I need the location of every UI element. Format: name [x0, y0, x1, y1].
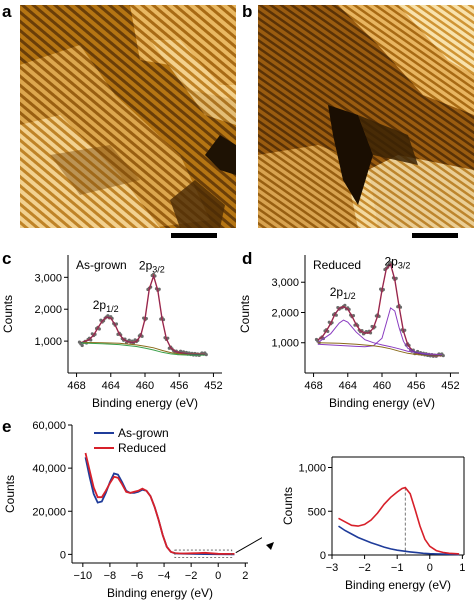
- inset-series-line-reduced: [338, 486, 460, 555]
- y-tick-label: 40,000: [32, 463, 66, 475]
- stm-image-b: [258, 5, 474, 228]
- x-tick-label: 0: [215, 570, 221, 582]
- xps-chart-d: 468 464 460 456 452 1,000 2,000 3,000 Binding en…: [238, 255, 460, 410]
- scale-bar-b: [412, 233, 458, 238]
- fit-curve-component: [317, 319, 442, 356]
- data-point: [314, 337, 319, 342]
- data-point: [90, 332, 94, 336]
- x-tick-label: 468: [67, 380, 85, 392]
- x-tick-label: 456: [170, 380, 188, 392]
- x-tick-label: −10: [73, 570, 92, 582]
- series-line-reduced: [84, 452, 235, 555]
- x-tick-label: 464: [339, 380, 357, 392]
- x-tick-label: −2: [358, 562, 371, 574]
- y-tick-label: 2,000: [271, 307, 299, 319]
- x-axis-label: Binding energy (eV): [92, 396, 198, 410]
- sample-annotation: As-grown: [76, 258, 127, 272]
- fit-curve-envelope: [317, 263, 442, 357]
- valence-inset-chart-e: −3 −2 −1 0 1 0 500 1,000 Binding energy (eV) Coun…: [266, 456, 465, 592]
- y-tick-label: 0: [320, 550, 326, 562]
- series-line-as-grown: [84, 457, 235, 556]
- x-tick-label: −8: [104, 570, 117, 582]
- x-tick-label: 2: [242, 570, 248, 582]
- sample-annotation: Reduced: [313, 258, 361, 272]
- x-tick-label: 452: [441, 380, 459, 392]
- zoom-arrow-head: [266, 542, 274, 550]
- scale-bar-a: [171, 233, 217, 238]
- data-point: [370, 324, 374, 329]
- y-axis-label: Counts: [3, 475, 17, 513]
- panel-label-b: b: [242, 2, 253, 21]
- y-tick-label: 1,000: [34, 336, 62, 348]
- fit-curve-background2: [80, 342, 205, 356]
- fit-envelope-overlay: [80, 274, 205, 355]
- peak-label: 2p3/2: [384, 255, 410, 271]
- x-axis-label: Binding energy (eV): [107, 586, 213, 600]
- y-tick-label: 2,000: [34, 304, 62, 316]
- x-tick-label: −6: [131, 570, 144, 582]
- x-axis-label: Binding energy (eV): [329, 396, 435, 410]
- y-tick-label: 1,000: [298, 463, 326, 475]
- data-point: [77, 340, 82, 344]
- panel-label-e: e: [2, 417, 12, 436]
- x-tick-label: 452: [204, 380, 222, 392]
- y-tick-label: 0: [60, 549, 66, 561]
- data-point: [133, 338, 137, 342]
- y-tick-label: 1,000: [271, 338, 299, 350]
- y-axis-label: Counts: [1, 295, 15, 333]
- zoom-arrow-line: [235, 537, 262, 554]
- legend-label: Reduced: [118, 441, 166, 455]
- peak-label: 2p1/2: [93, 298, 119, 314]
- fit-curve-background: [80, 341, 205, 356]
- x-tick-label: 456: [407, 380, 425, 392]
- y-tick-label: 3,000: [34, 272, 62, 284]
- x-tick-label: 468: [304, 380, 322, 392]
- xps-chart-c: 468 464 460 456 452 1,000 2,000 3,000 Binding en…: [1, 255, 223, 410]
- x-tick-label: 464: [102, 380, 120, 392]
- y-axis-label: Counts: [238, 295, 252, 333]
- fit-envelope-overlay: [317, 263, 442, 356]
- inset-series-line-as-grown: [338, 525, 460, 556]
- x-tick-label: −3: [326, 562, 339, 574]
- peak-label: 2p1/2: [330, 285, 356, 301]
- zoom-region-box: [174, 549, 233, 559]
- fit-curve-background: [317, 342, 442, 356]
- panel-label-c: c: [2, 249, 12, 268]
- panel-label-a: a: [2, 2, 12, 21]
- stm-image-a: [20, 5, 236, 228]
- y-tick-label: 60,000: [32, 420, 66, 432]
- x-tick-label: 1: [459, 562, 465, 574]
- panel-label-d: d: [242, 249, 253, 268]
- y-axis-label: Counts: [281, 487, 295, 525]
- x-tick-label: −4: [158, 570, 171, 582]
- peak-label: 2p3/2: [139, 258, 165, 274]
- x-tick-label: 460: [373, 380, 391, 392]
- x-tick-label: 460: [136, 380, 154, 392]
- legend-label: As-grown: [118, 426, 169, 440]
- x-tick-label: 0: [427, 562, 433, 574]
- y-tick-label: 3,000: [271, 277, 299, 289]
- y-tick-label: 20,000: [32, 506, 66, 518]
- data-point: [327, 320, 331, 324]
- x-axis-label: Binding energy (eV): [345, 578, 451, 592]
- y-tick-label: 500: [308, 506, 326, 518]
- valence-chart-e: −10 −8 −6 −4 −2 0 2 0 20,000 40,000 60,000 Binding …: [3, 420, 262, 600]
- x-tick-label: −2: [185, 570, 198, 582]
- x-tick-label: −1: [391, 562, 404, 574]
